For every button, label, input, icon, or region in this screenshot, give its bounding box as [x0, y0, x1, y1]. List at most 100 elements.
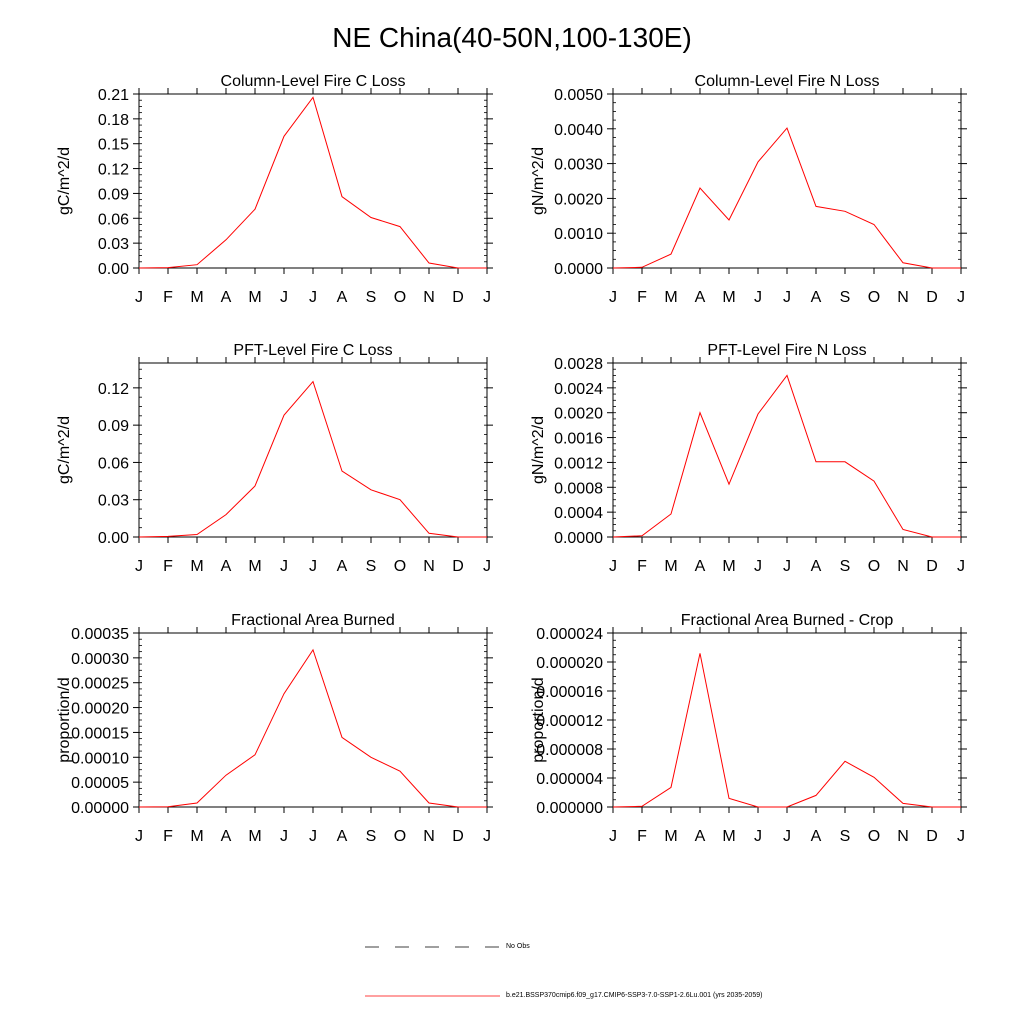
y-tick-label: 0.00035	[71, 626, 129, 643]
y-tick-label: 0.0008	[554, 480, 603, 497]
x-tick-label: J	[609, 828, 617, 845]
x-tick-label: F	[163, 558, 173, 575]
x-tick-label: A	[337, 558, 348, 575]
y-tick-label: 0.0016	[554, 431, 603, 448]
x-tick-label: M	[664, 828, 677, 845]
x-tick-label: N	[423, 289, 435, 306]
x-tick-label: J	[135, 558, 143, 575]
x-tick-label: D	[452, 828, 464, 845]
y-tick-label: 0.0000	[554, 261, 603, 278]
y-tick-label: 0.000020	[536, 655, 603, 672]
y-tick-label: 0.09	[98, 186, 129, 203]
x-tick-label: S	[366, 828, 377, 845]
y-tick-label: 0.000000	[536, 800, 603, 817]
y-tick-label: 0.000016	[536, 684, 603, 701]
x-tick-label: S	[366, 558, 377, 575]
y-axis-label: proportion/d	[530, 677, 547, 762]
x-tick-label: A	[337, 289, 348, 306]
x-tick-label: O	[868, 828, 880, 845]
y-axis-label: proportion/d	[56, 677, 73, 762]
x-tick-label: N	[897, 289, 909, 306]
x-tick-label: A	[221, 828, 232, 845]
x-tick-label: N	[897, 558, 909, 575]
y-tick-label: 0.12	[98, 381, 129, 398]
y-tick-label: 0.03	[98, 493, 129, 510]
chart-title: PFT-Level Fire C Loss	[233, 342, 392, 359]
x-tick-label: A	[221, 558, 232, 575]
chart-title: Fractional Area Burned	[231, 612, 395, 629]
x-tick-label: J	[280, 558, 288, 575]
y-tick-label: 0.0004	[554, 505, 603, 522]
x-tick-label: J	[280, 828, 288, 845]
x-tick-label: J	[309, 828, 317, 845]
x-tick-label: J	[783, 828, 791, 845]
x-tick-label: J	[957, 558, 965, 575]
x-tick-label: O	[394, 828, 406, 845]
y-axis-label: gC/m^2/d	[56, 416, 73, 484]
y-tick-label: 0.00015	[71, 725, 129, 742]
x-tick-label: O	[868, 558, 880, 575]
chart-title: Fractional Area Burned - Crop	[681, 612, 894, 629]
y-tick-label: 0.000012	[536, 713, 603, 730]
y-tick-label: 0.0010	[554, 226, 603, 243]
x-tick-label: J	[609, 289, 617, 306]
x-tick-label: M	[248, 828, 261, 845]
x-tick-label: J	[783, 558, 791, 575]
chart-6: Fractional Area Burned - Crop proportion/…	[530, 612, 967, 845]
x-tick-label: S	[840, 289, 851, 306]
y-axis-label: gC/m^2/d	[56, 147, 73, 215]
series-line	[138, 380, 487, 538]
x-tick-label: A	[221, 289, 232, 306]
y-tick-label: 0.0012	[554, 455, 603, 472]
y-tick-label: 0.21	[98, 87, 129, 104]
x-tick-label: M	[722, 828, 735, 845]
y-tick-label: 0.00030	[71, 651, 129, 668]
y-tick-label: 0.0050	[554, 87, 603, 104]
y-tick-label: 0.00	[98, 530, 129, 547]
y-tick-label: 0.0020	[554, 191, 603, 208]
x-tick-label: J	[754, 289, 762, 306]
y-tick-label: 0.00010	[71, 750, 129, 767]
x-tick-label: N	[897, 828, 909, 845]
y-tick-label: 0.00020	[71, 701, 129, 718]
x-tick-label: A	[337, 828, 348, 845]
x-tick-label: F	[637, 828, 647, 845]
x-tick-label: M	[190, 558, 203, 575]
x-tick-label: M	[664, 289, 677, 306]
x-tick-label: D	[452, 289, 464, 306]
y-tick-label: 0.00	[98, 261, 129, 278]
y-tick-label: 0.06	[98, 455, 129, 472]
series-line	[612, 127, 961, 269]
x-tick-label: J	[957, 828, 965, 845]
x-tick-label: J	[754, 828, 762, 845]
x-tick-label: J	[483, 828, 491, 845]
x-tick-label: J	[609, 558, 617, 575]
y-tick-label: 0.000004	[536, 771, 603, 788]
x-tick-label: D	[926, 289, 938, 306]
x-tick-label: D	[926, 828, 938, 845]
x-tick-label: A	[811, 558, 822, 575]
page-title: NE China(40-50N,100-130E)	[332, 22, 692, 53]
x-tick-label: J	[957, 289, 965, 306]
chart-title: PFT-Level Fire N Loss	[707, 342, 866, 359]
x-tick-label: J	[135, 289, 143, 306]
x-tick-label: J	[754, 558, 762, 575]
series-line	[612, 374, 961, 538]
series-line	[138, 648, 487, 808]
chart-title: Column-Level Fire C Loss	[221, 73, 406, 90]
y-tick-label: 0.0020	[554, 406, 603, 423]
y-tick-label: 0.000008	[536, 742, 603, 759]
x-tick-label: J	[783, 289, 791, 306]
x-tick-label: O	[394, 289, 406, 306]
y-tick-label: 0.15	[98, 137, 129, 154]
y-tick-label: 0.09	[98, 418, 129, 435]
x-tick-label: O	[868, 289, 880, 306]
x-tick-label: S	[840, 558, 851, 575]
y-tick-label: 0.00005	[71, 775, 129, 792]
x-tick-label: F	[163, 289, 173, 306]
